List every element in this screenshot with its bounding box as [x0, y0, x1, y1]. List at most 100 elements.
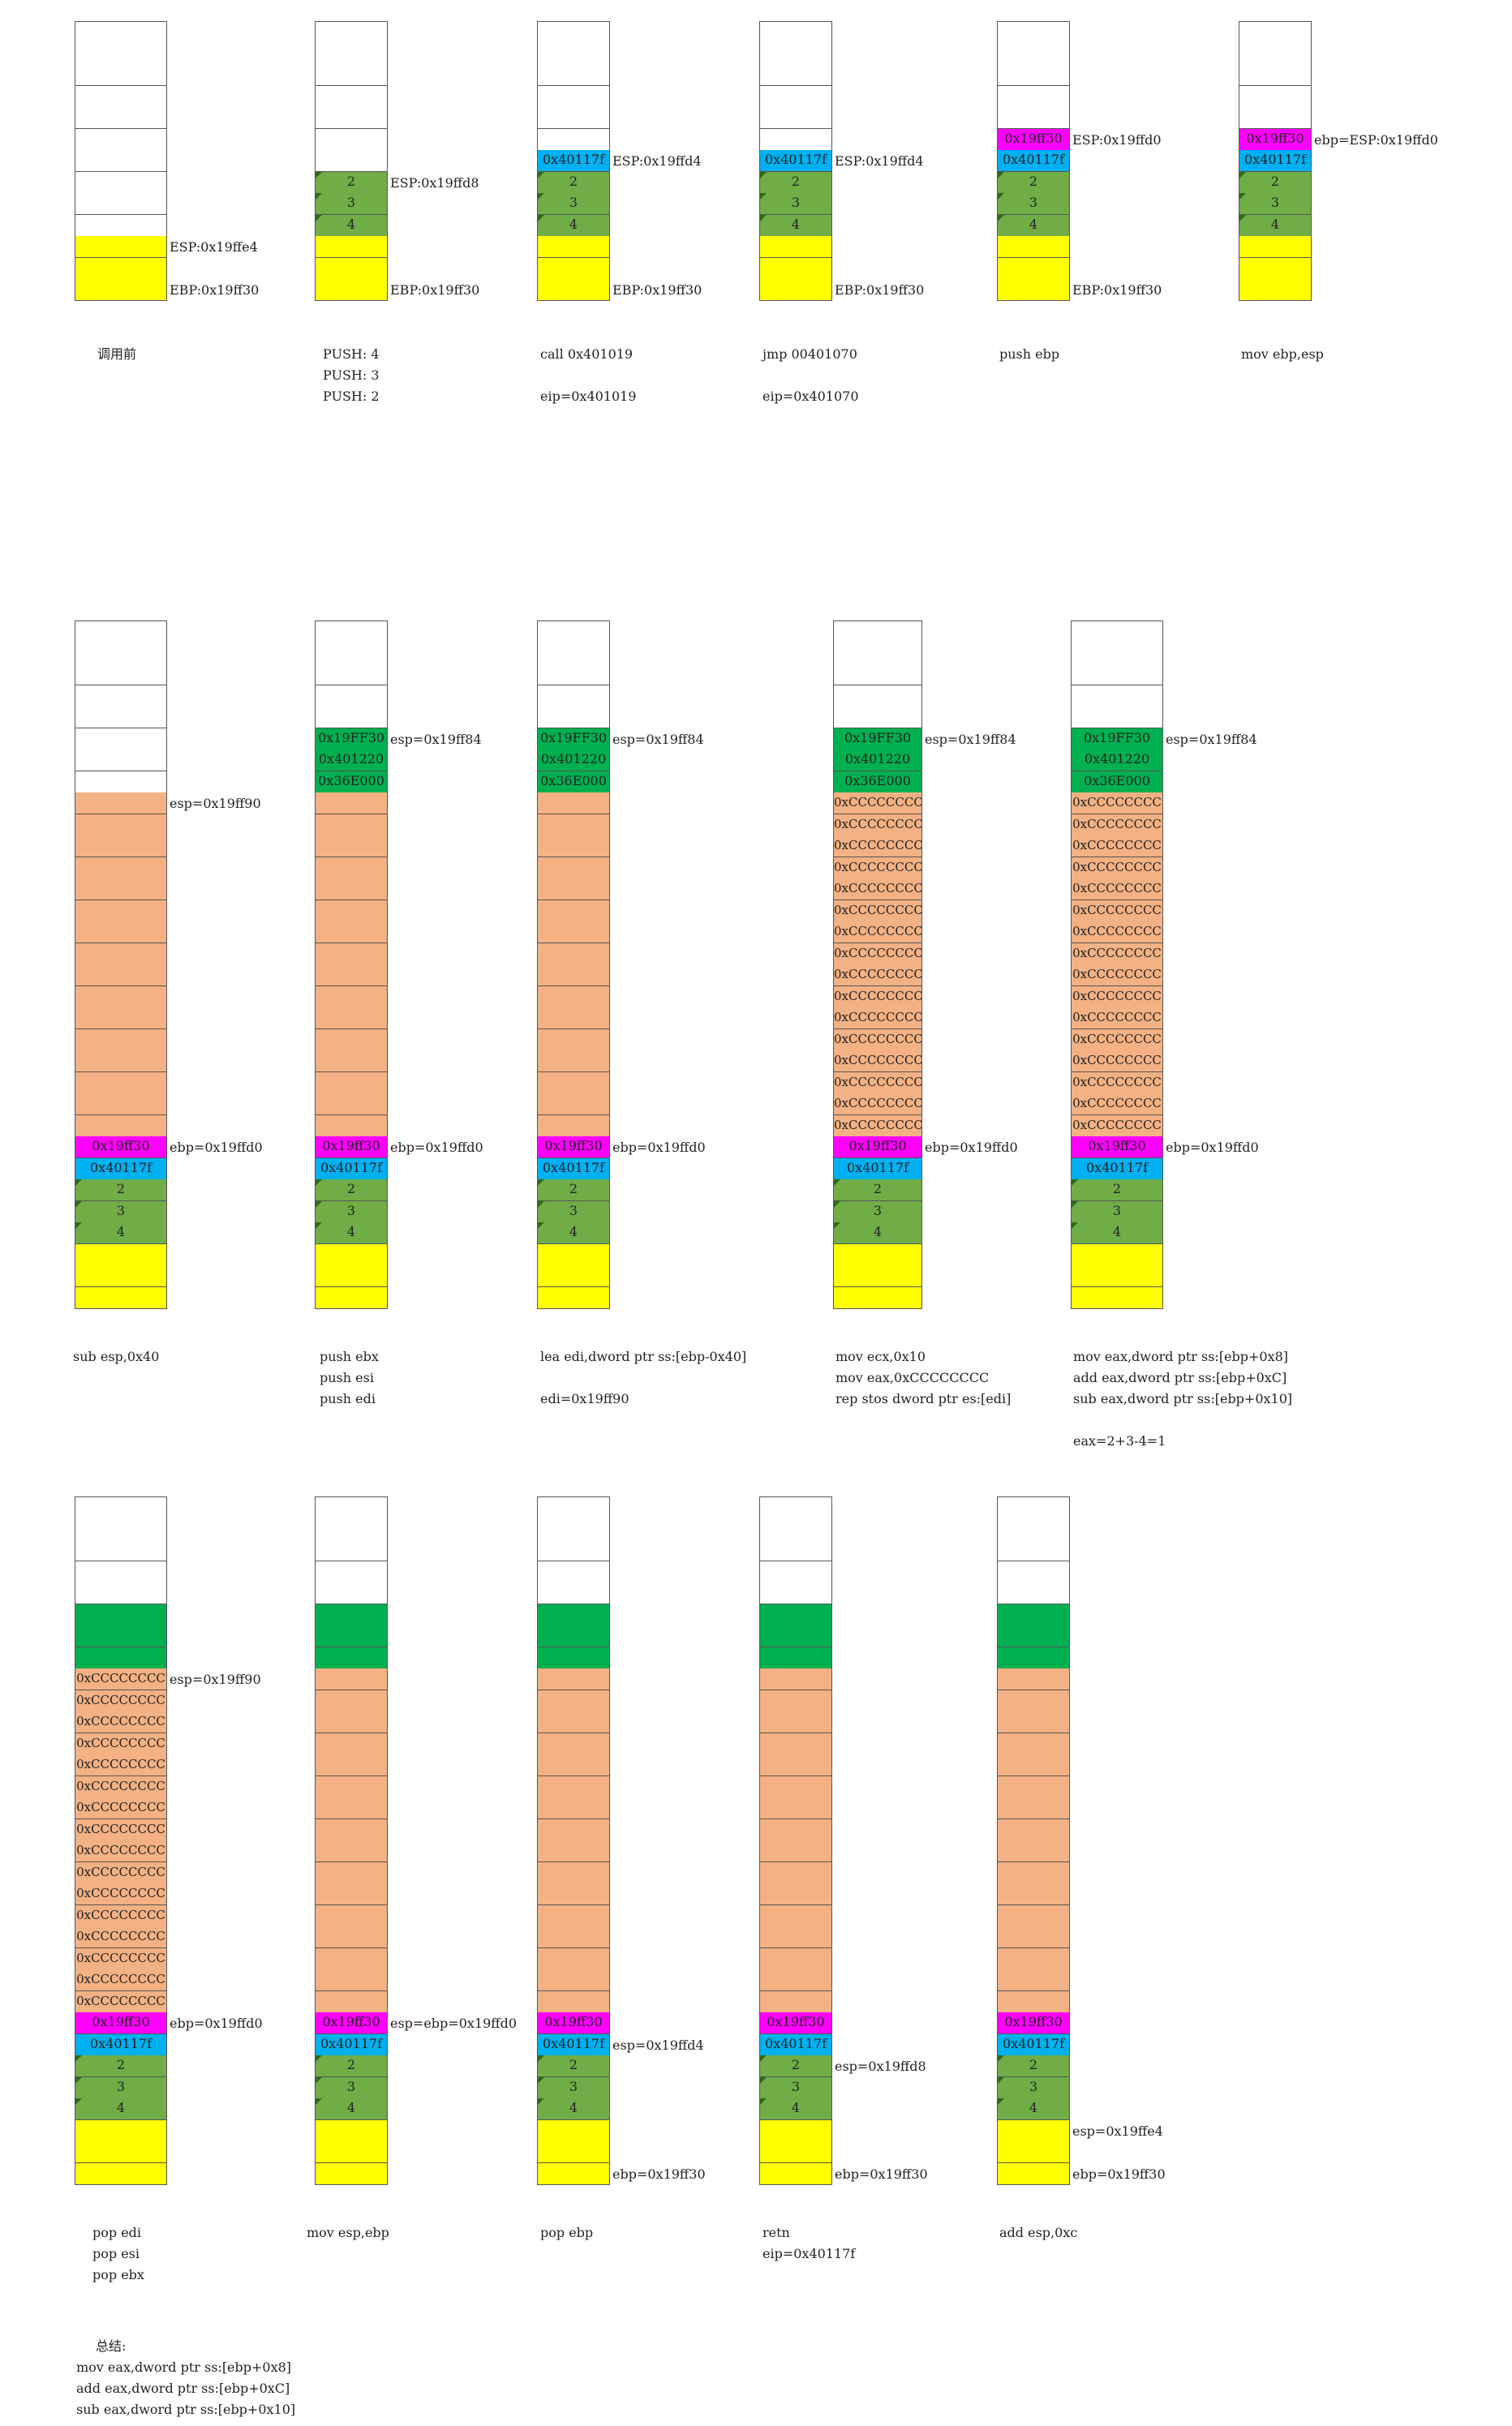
stack-cell-locals: 0xCCCCCCCC — [1071, 857, 1163, 879]
stack-cell-saved-ebp: 0x19ff30 — [997, 128, 1070, 151]
stack-cell-args: 2 — [537, 171, 610, 194]
stack-cell-caller-frame — [1239, 236, 1312, 258]
stack-cell-locals: 0xCCCCCCCC — [833, 814, 922, 836]
stack-cell-caller-frame — [315, 1286, 388, 1309]
stack-cell-saved-registers — [759, 1625, 832, 1647]
stack-cell-caller-frame — [315, 279, 388, 301]
stack-cell-caller-frame — [537, 1265, 610, 1287]
register-label: EBP:0x19ff30 — [1072, 282, 1162, 298]
stack-cell-args: 3 — [833, 1200, 922, 1223]
stack-cell-caller-frame — [75, 257, 167, 280]
register-label: esp=0x19ff84 — [390, 731, 482, 747]
stack-cell-args: 3 — [537, 1200, 610, 1223]
stack-cell-saved-ebp: 0x19ff30 — [75, 1136, 167, 1158]
stack-cell-caller-frame — [315, 236, 388, 258]
stack-cell-empty — [537, 1582, 610, 1604]
stack-cell-empty — [537, 85, 610, 108]
stack-cell-locals: 0xCCCCCCCC — [75, 1990, 167, 2013]
stack-cell-empty — [833, 642, 922, 664]
stack-cell-saved-registers — [315, 1647, 388, 1669]
register-label: esp=0x19ff90 — [170, 796, 261, 811]
stack-cell-empty — [75, 171, 167, 194]
stack-s16: 0x19ff30 0x40117f 2 3 4 — [997, 1496, 1070, 2185]
stack-cell-saved-registers: 0x401220 — [833, 749, 922, 771]
stack-cell-locals — [315, 1969, 388, 1991]
stack-cell-locals — [315, 1775, 388, 1798]
register-label: EBP:0x19ff30 — [390, 282, 480, 298]
stack-cell-empty — [997, 42, 1070, 65]
stack-cell-empty — [759, 128, 832, 151]
stack-cell-locals — [75, 1114, 167, 1137]
stack-cell-caller-frame — [537, 279, 610, 301]
stack-cell-locals: 0xCCCCCCCC — [833, 1114, 922, 1137]
register-label: ebp=0x19ffd0 — [170, 1140, 263, 1155]
stack-s6: 0x19ff30 0x40117f 2 3 4 — [1239, 21, 1312, 301]
register-label: EBP:0x19ff30 — [612, 282, 702, 298]
stack-cell-locals: 0xCCCCCCCC — [1071, 814, 1163, 836]
instruction-caption: pop ebp — [540, 2225, 594, 2240]
stack-cell-locals: 0xCCCCCCCC — [1071, 900, 1163, 922]
stack-cell-return-address: 0x40117f — [759, 150, 832, 172]
stack-cell-locals — [537, 1883, 610, 1905]
stack-cell-empty — [75, 193, 167, 215]
stack-cell-locals: 0xCCCCCCCC — [75, 1883, 167, 1905]
stack-cell-empty — [537, 685, 610, 707]
stack-cell-locals: 0xCCCCCCCC — [833, 1093, 922, 1115]
instruction-caption: jmp 00401070 eip=0x401070 — [762, 346, 859, 404]
stack-cell-locals — [537, 1969, 610, 1991]
stack-cell-saved-registers: 0x19FF30 — [1071, 728, 1163, 750]
stack-cell-locals — [75, 1093, 167, 1115]
stack-cell-return-address: 0x40117f — [997, 150, 1070, 172]
stack-cell-locals — [75, 921, 167, 943]
stack-cell-caller-frame — [1239, 257, 1312, 280]
stack-cell-locals: 0xCCCCCCCC — [1071, 1007, 1163, 1029]
stack-s15: 0x19ff30 0x40117f 2 3 4 — [759, 1496, 832, 2185]
stack-cell-caller-frame — [997, 257, 1070, 280]
stack-cell-args: 3 — [537, 2076, 610, 2099]
register-label: ESP:0x19ffd4 — [835, 153, 924, 169]
stack-s1 — [75, 21, 167, 301]
stack-cell-args: 2 — [759, 2055, 832, 2077]
stack-cell-args: 3 — [1071, 1200, 1163, 1223]
stack-cell-locals: 0xCCCCCCCC — [833, 985, 922, 1008]
stack-cell-locals: 0xCCCCCCCC — [75, 1840, 167, 1862]
stack-cell-locals — [537, 1711, 610, 1733]
stack-cell-locals — [315, 1733, 388, 1755]
stack-cell-locals — [537, 835, 610, 857]
stack-cell-empty — [833, 620, 922, 643]
stack-cell-locals — [997, 1926, 1070, 1948]
stack-cell-locals — [537, 1071, 610, 1094]
stack-cell-locals — [759, 1969, 832, 1991]
stack-cell-locals: 0xCCCCCCCC — [833, 878, 922, 900]
stack-cell-locals — [997, 1861, 1070, 1884]
stack-cell-saved-registers: 0x19FF30 — [315, 728, 388, 750]
stack-cell-empty — [537, 128, 610, 151]
stack-cell-locals — [537, 942, 610, 965]
stack-cell-locals: 0xCCCCCCCC — [75, 1969, 167, 1991]
stack-cell-locals — [315, 1883, 388, 1905]
stack-cell-locals — [315, 985, 388, 1008]
stack-cell-empty — [537, 1496, 610, 1519]
stack-cell-locals: 0xCCCCCCCC — [1071, 1050, 1163, 1072]
stack-cell-args: 3 — [997, 2076, 1070, 2099]
stack-cell-locals — [997, 1969, 1070, 1991]
stack-cell-locals — [997, 1947, 1070, 1970]
stack-cell-args: 3 — [537, 193, 610, 215]
stack-cell-locals: 0xCCCCCCCC — [75, 1775, 167, 1798]
stack-cell-empty — [833, 706, 922, 728]
stack-cell-empty — [537, 64, 610, 86]
stack-cell-args: 4 — [537, 1222, 610, 1244]
stack-cell-locals — [315, 857, 388, 879]
stack-cell-args: 4 — [759, 214, 832, 237]
stack-cell-locals: 0xCCCCCCCC — [833, 964, 922, 986]
stack-cell-empty — [315, 1561, 388, 1583]
stack-cell-empty — [759, 1539, 832, 1561]
stack-cell-saved-ebp: 0x19ff30 — [759, 2012, 832, 2034]
stack-cell-args: 3 — [759, 2076, 832, 2099]
stack-cell-args: 3 — [315, 193, 388, 215]
stack-cell-locals — [315, 1071, 388, 1094]
stack-s13: 0x19ff30 0x40117f 2 3 4 — [315, 1496, 388, 2185]
stack-cell-saved-registers: 0x401220 — [1071, 749, 1163, 771]
stack-cell-empty — [315, 1496, 388, 1519]
stack-cell-locals: 0xCCCCCCCC — [1071, 1028, 1163, 1051]
